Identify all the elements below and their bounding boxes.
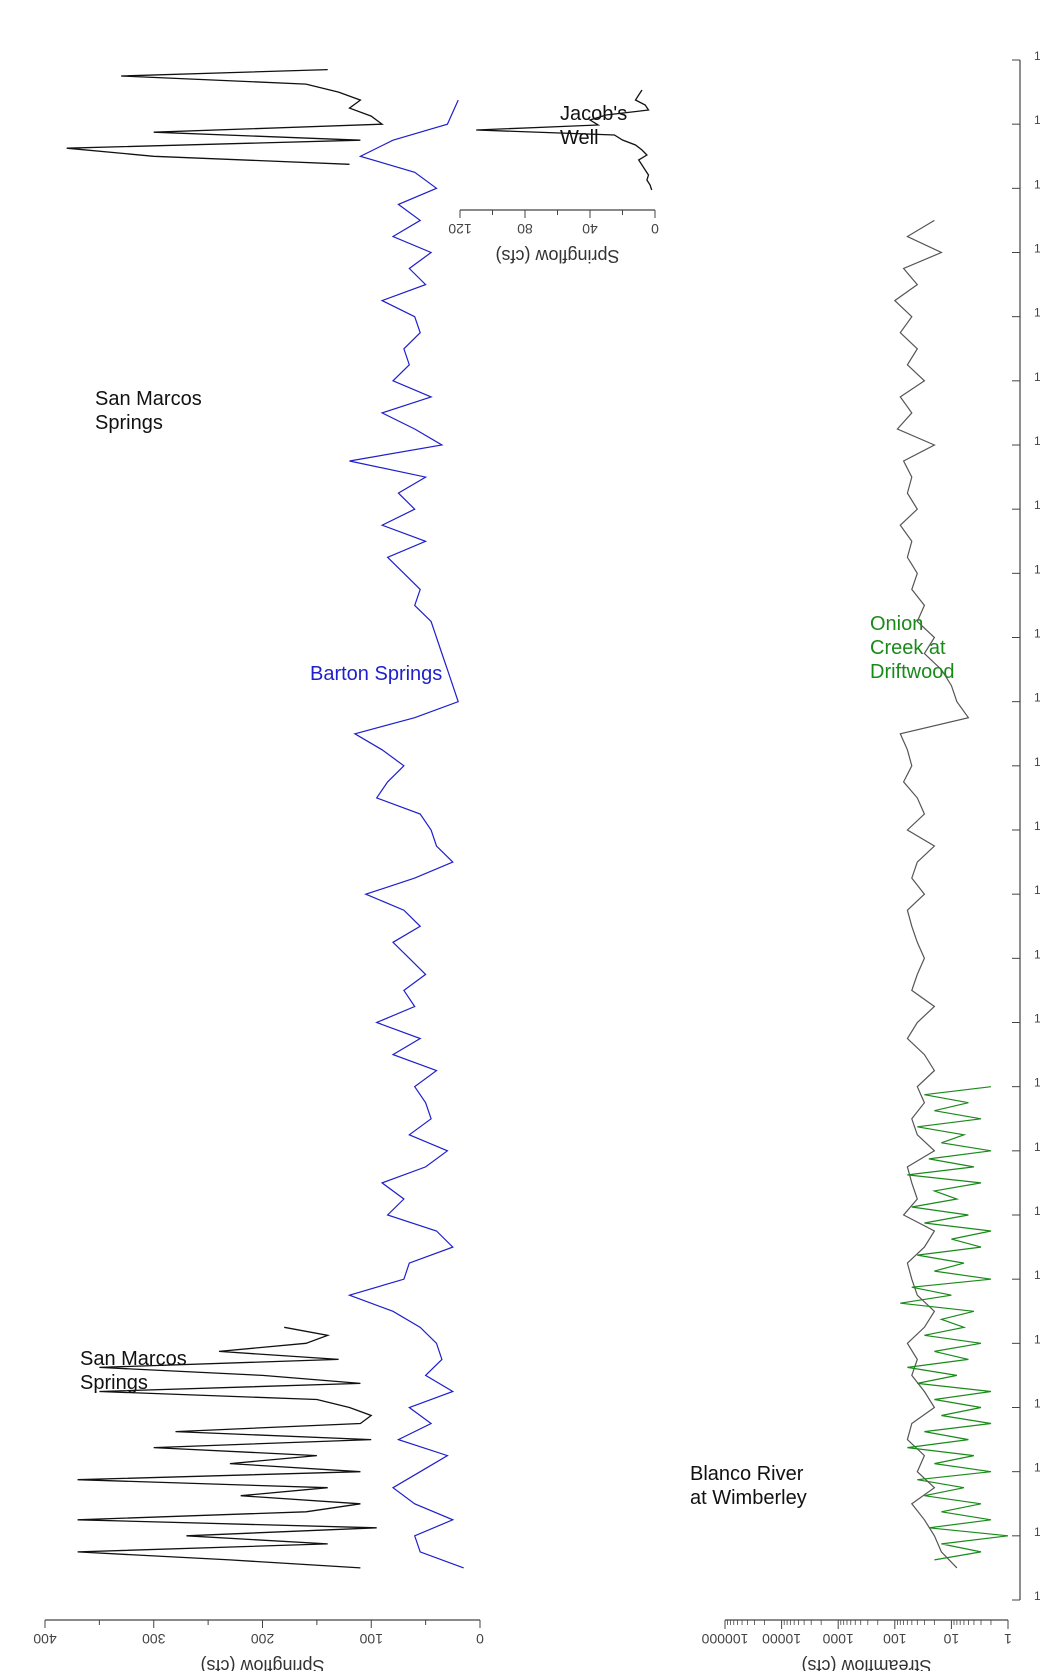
date-tick-label: 1/1/23 <box>1034 177 1040 191</box>
date-tick-label: 1/1/11 <box>1034 1589 1040 1603</box>
streamflow-tick-label: 100000 <box>701 1631 748 1647</box>
jacobs-well-tick-label: 0 <box>651 221 659 237</box>
streamflow-axis: 1 10 100 1000 10000 100000 Streamflow (cfs) <box>701 1619 1012 1671</box>
series-line-san-marcos-late <box>77 1326 377 1569</box>
date-tick-label: 1/1/91 <box>1034 1268 1040 1282</box>
streamflow-tick-label: 1 <box>1004 1631 1012 1647</box>
streamflow-tick-label: 100 <box>883 1631 907 1647</box>
date-tick-label: 1/1/95 <box>1034 1332 1040 1346</box>
date-tick-label: 1/1/59 <box>1034 755 1040 769</box>
springflow-tick-label: 100 <box>359 1631 383 1647</box>
san-marcos-springs-label-left: San Marcos Springs <box>80 1348 187 1394</box>
date-tick-label: 1/1/19 <box>1034 113 1040 127</box>
jacobs-well-axis: 0 40 80 120 Springflow (cfs) <box>448 209 659 266</box>
jacobs-well-tick-label: 40 <box>582 221 598 237</box>
date-tick-label: 1/1/83 <box>1034 1140 1040 1154</box>
streamflow-tick-label: 10000 <box>762 1631 801 1647</box>
springflow-tick-label: 400 <box>33 1631 57 1647</box>
date-tick-label: 1/1/43 <box>1034 498 1040 512</box>
date-tick-label: 1/1/31 <box>1034 306 1040 320</box>
jacobs-well-label: Jacob's Well <box>560 103 627 149</box>
jacobs-well-tick-label: 120 <box>448 221 472 237</box>
series-line-barton-springs <box>347 99 464 1569</box>
date-tick-label: 1/1/07 <box>1034 1525 1040 1539</box>
springflow-tick-label: 200 <box>251 1631 275 1647</box>
date-tick-label: 1/1/71 <box>1034 947 1040 961</box>
san-marcos-springs-label-right: San Marcos Springs <box>95 388 202 434</box>
date-tick-label: 1/1/35 <box>1034 370 1040 384</box>
onion-creek-label: Onion Creek at Driftwood <box>870 613 954 683</box>
date-tick-label: 1/1/67 <box>1034 883 1040 897</box>
date-tick-label: 1/1/39 <box>1034 434 1040 448</box>
date-tick-label: 1/1/99 <box>1034 1397 1040 1411</box>
date-tick-label: 1/1/47 <box>1034 562 1040 576</box>
date-tick-label: 1/1/55 <box>1034 691 1040 705</box>
date-tick-label: 1/1/63 <box>1034 819 1040 833</box>
jacobs-well-axis-title: Springflow (cfs) <box>495 246 619 266</box>
date-tick-label: 1/1/51 <box>1034 627 1040 641</box>
springflow-tick-label: 300 <box>142 1631 166 1647</box>
springflow-tick-label: 0 <box>476 1631 484 1647</box>
barton-springs-label: Barton Springs <box>310 663 442 685</box>
date-tick-label: 1/1/15 <box>1034 49 1040 63</box>
streamflow-axis-title: Streamflow (cfs) <box>801 1656 931 1671</box>
streamflow-tick-label: 10 <box>943 1631 959 1647</box>
springflow-axis-title: Springflow (cfs) <box>200 1656 324 1671</box>
date-axis: 1/1/15 1/1/19 1/1/23 1/1/27 1/1/31 1/1/35 1/1/… <box>1012 49 1040 1603</box>
date-tick-label: 1/1/75 <box>1034 1012 1040 1026</box>
series-line-blanco-river <box>893 219 970 1569</box>
date-tick-label: 1/1/27 <box>1034 242 1040 256</box>
series-line-onion-creek <box>900 1086 1009 1561</box>
series-line-san-marcos-early <box>66 68 384 165</box>
streamflow-tick-label: 1000 <box>822 1631 853 1647</box>
series-line-jacobs-well <box>476 89 653 191</box>
date-tick-label: 1/1/87 <box>1034 1204 1040 1218</box>
springflow-axis: 0 100 200 300 400 Springflow (cfs) <box>33 1619 484 1671</box>
date-tick-label: 1/1/03 <box>1034 1461 1040 1475</box>
date-tick-label: 1/1/79 <box>1034 1076 1040 1090</box>
jacobs-well-tick-label: 80 <box>517 221 533 237</box>
blanco-river-label: Blanco River at Wimberley <box>690 1463 807 1509</box>
